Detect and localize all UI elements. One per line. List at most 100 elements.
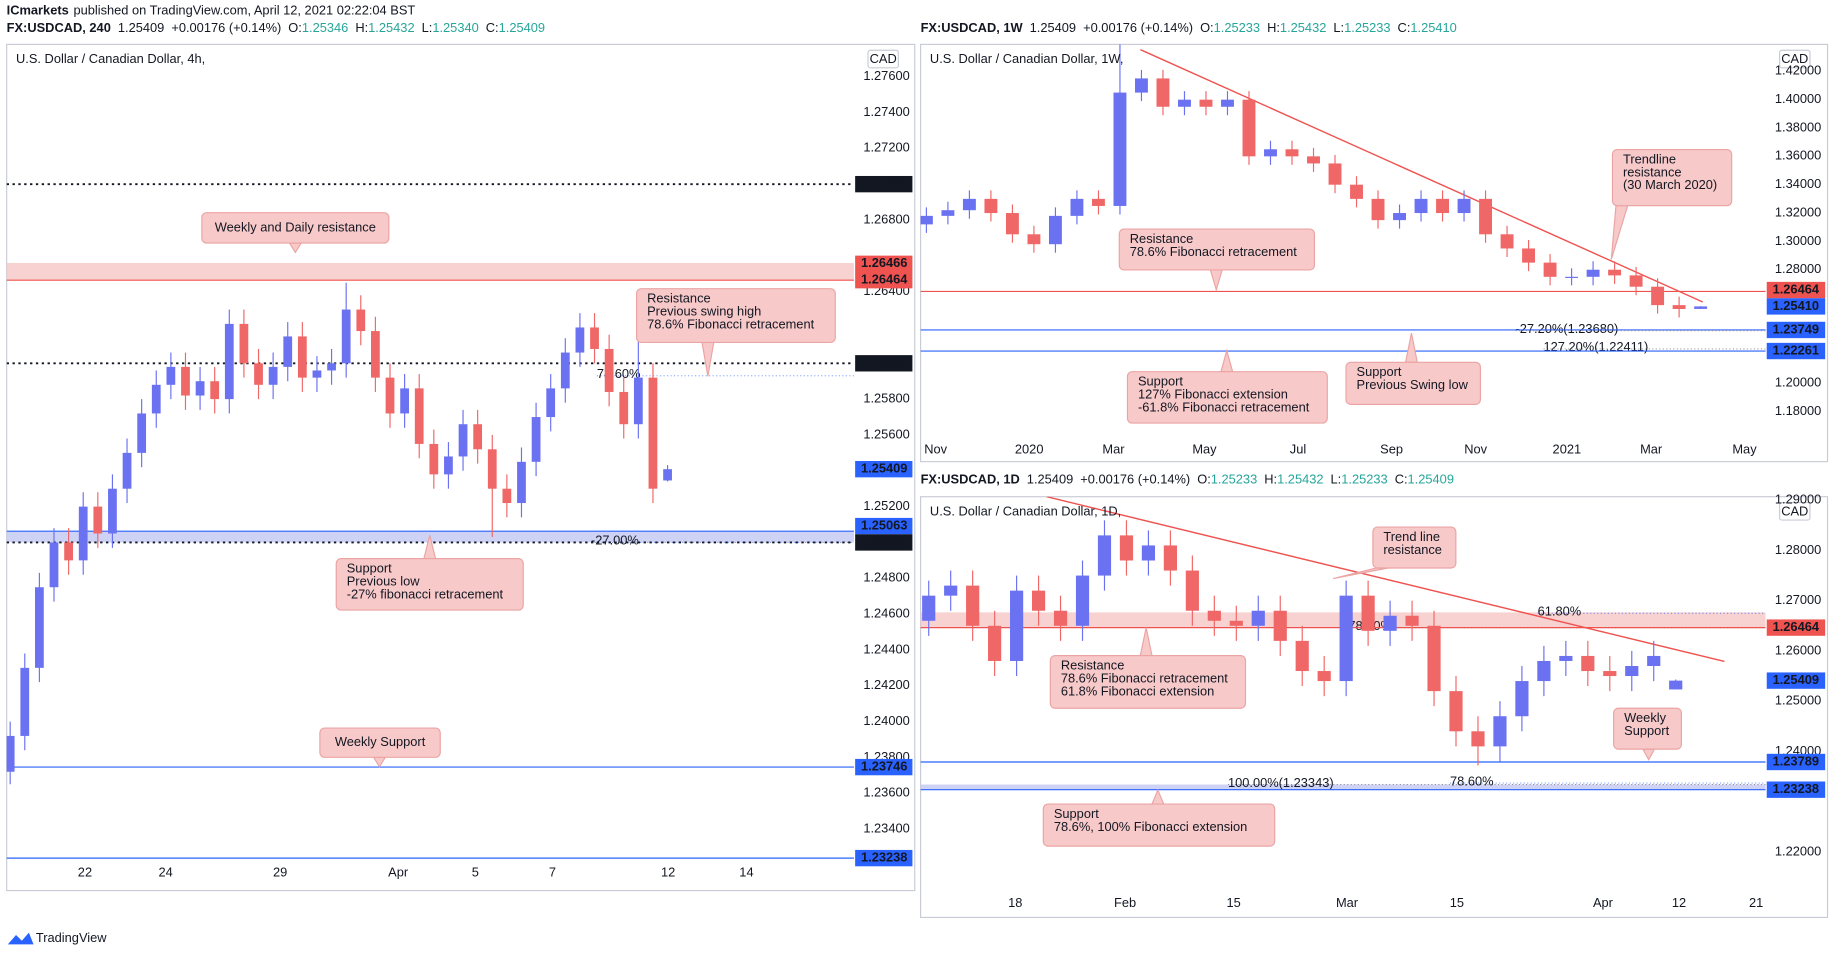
- currency: CAD: [1781, 503, 1808, 518]
- candle-body: [546, 388, 556, 418]
- candle-body: [1273, 610, 1287, 641]
- header-field-value: 1.25410: [1410, 21, 1456, 36]
- candle-body: [560, 352, 570, 389]
- candle-body: [575, 327, 585, 353]
- header-change: +0.00176 (+0.14%): [171, 21, 281, 36]
- candle-body: [1141, 545, 1156, 561]
- candle-body: [473, 424, 483, 450]
- candle-body: [1010, 590, 1024, 661]
- currency-box: [1779, 49, 1811, 69]
- candle-body: [151, 384, 161, 414]
- candle-body: [1199, 99, 1213, 107]
- fib-label: -27.20%(1.23680): [1515, 321, 1618, 336]
- x-tick-label: Mar: [1336, 895, 1359, 910]
- candle-body: [1295, 640, 1309, 672]
- plot-area: 78.60% -27.00%: [6, 183, 854, 859]
- plot-area: 61.80%78.60%100.00%(1.23343)78.60%: [920, 496, 1766, 791]
- candle-body: [1436, 198, 1449, 214]
- annotation-text: -27% fibonacci retracement: [347, 586, 504, 601]
- zone: [920, 784, 1766, 790]
- candle-body: [1393, 213, 1406, 221]
- currency: CAD: [1781, 51, 1808, 66]
- annotation-box: [1049, 655, 1247, 709]
- header-field-key: O:: [1200, 21, 1214, 36]
- candle-body: [531, 417, 541, 462]
- price-label: 1.26466: [861, 255, 907, 270]
- candle-body: [1251, 610, 1265, 626]
- y-tick-label: 1.29000: [1775, 492, 1821, 507]
- x-tick-label: Nov: [1464, 441, 1487, 456]
- candle-body: [1156, 78, 1170, 107]
- price-label: 1.26464: [1773, 281, 1820, 296]
- candle-body: [1522, 248, 1536, 263]
- header-field-key: L:: [1333, 21, 1344, 36]
- candle-body: [49, 542, 59, 588]
- price-label-bg: [855, 534, 913, 551]
- annotation-text: resistance: [1383, 542, 1442, 557]
- price-label: 1.23238: [1773, 781, 1819, 796]
- annotation-text: Resistance: [1130, 231, 1194, 246]
- annotation-text: 61.8% Fibonacci extension: [1061, 683, 1215, 698]
- x-tick-label: 2021: [1553, 441, 1582, 456]
- candle-body: [962, 198, 976, 211]
- price-label: 1.25063: [861, 517, 907, 532]
- annotation-text: Support: [347, 561, 392, 576]
- candle-body: [93, 506, 103, 534]
- chart-title: U.S. Dollar / Canadian Dollar, 1W,: [930, 51, 1123, 66]
- header-field-value: 1.25233: [1344, 21, 1390, 36]
- candle-body: [181, 366, 190, 396]
- header-field-value: 1.25233: [1341, 472, 1387, 487]
- candle-body: [35, 587, 44, 668]
- trendline: [1140, 49, 1704, 303]
- annotation-text: Support: [1624, 723, 1669, 738]
- candle-body: [268, 366, 278, 385]
- candle-body: [1350, 184, 1363, 199]
- header-field-key: L:: [1331, 472, 1342, 487]
- annotation-box: [319, 727, 441, 758]
- candle-body: [1317, 671, 1331, 682]
- candle-body: [297, 336, 307, 378]
- y-tick-label: 1.20000: [1775, 374, 1821, 389]
- header-last: 1.25409: [1030, 21, 1076, 36]
- annotation-box: [1042, 803, 1276, 847]
- candle-body: [1581, 655, 1595, 672]
- x-tick-label: 5: [472, 864, 479, 879]
- candle-body: [604, 348, 614, 392]
- header-field-value: 1.25432: [1280, 21, 1326, 36]
- x-tick-label: 15: [1450, 895, 1464, 910]
- price-label-bg: [1766, 342, 1826, 360]
- header-field-value: 1.25346: [302, 21, 348, 36]
- candle-body: [1500, 234, 1514, 249]
- candle-body: [166, 366, 176, 385]
- candle-body: [1307, 156, 1320, 164]
- candle-body: [312, 370, 322, 378]
- header-symbol: FX:USDCAD, 240: [7, 21, 111, 36]
- x-tick-label: 14: [739, 864, 753, 879]
- annotation-box: [335, 558, 524, 611]
- y-tick-label: 1.27200: [863, 140, 909, 155]
- chart-title: U.S. Dollar / Canadian Dollar, 1D,: [930, 503, 1121, 518]
- chart-header: FX:USDCAD, 1D 1.25409 +0.00176 (+0.14%) O:1…: [921, 472, 1454, 487]
- candle-body: [1672, 305, 1686, 309]
- header-last: 1.25409: [1027, 472, 1073, 487]
- x-tick-label: May: [1732, 441, 1757, 456]
- candle-body: [78, 506, 88, 561]
- price-label-bg: [1766, 619, 1826, 636]
- candle-body: [210, 381, 220, 400]
- candle-body: [1113, 92, 1127, 206]
- price-label-bg: [1766, 281, 1826, 299]
- candle-body: [371, 331, 380, 378]
- x-tick-label: 21: [1749, 895, 1763, 910]
- candle-body: [1339, 595, 1353, 682]
- annotation-text: Previous low: [347, 573, 421, 588]
- price-label-bg: [855, 255, 913, 272]
- price-label-bg: [855, 517, 913, 535]
- candle-body: [1471, 731, 1485, 747]
- candle-body: [1027, 234, 1041, 245]
- header-field-value: 1.25233: [1211, 472, 1257, 487]
- header-field-value: 1.25432: [1277, 472, 1323, 487]
- x-tick-label: 15: [1227, 895, 1241, 910]
- fib-label: 78.60%: [597, 366, 641, 381]
- annotation-box: [1372, 526, 1457, 569]
- annotation-box: [636, 288, 836, 344]
